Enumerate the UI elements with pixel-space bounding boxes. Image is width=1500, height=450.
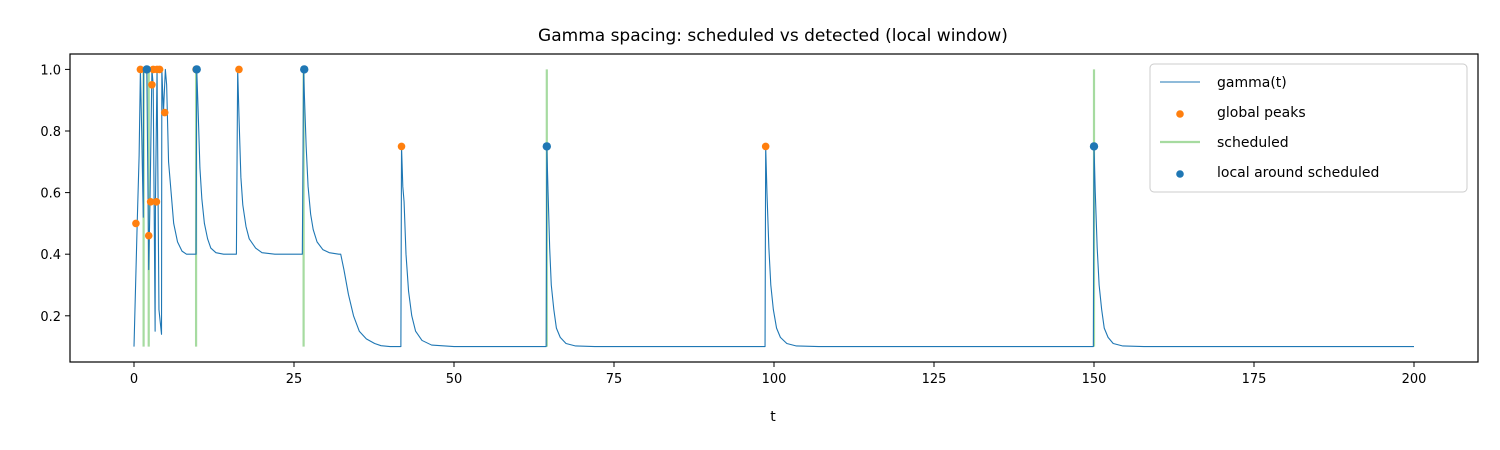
x-axis-label: t (770, 409, 776, 425)
chart-title: Gamma spacing: scheduled vs detected (lo… (538, 26, 1008, 46)
gamma-line (133, 68, 1414, 348)
global-peak-point (146, 198, 155, 206)
y-tick-label: 0.4 (40, 248, 61, 263)
global-peak-point (144, 231, 153, 240)
x-tick-label: 150 (1082, 372, 1107, 387)
y-tick-label: 1.0 (40, 63, 61, 78)
x-tick-label: 175 (1242, 372, 1267, 387)
legend: gamma(t) global peaks scheduled local aroun… (1149, 63, 1468, 193)
global-peak-point (148, 81, 156, 89)
x-tick-label: 100 (762, 372, 787, 387)
y-tick-label: 0.6 (40, 187, 61, 202)
legend-swatch (1176, 170, 1184, 178)
x-axis: 0 25 50 75 100 125 150 175 200 (130, 362, 1427, 387)
global-peak-point (152, 198, 161, 206)
legend-label: global peaks (1217, 105, 1306, 121)
x-tick-label: 125 (922, 372, 947, 387)
x-tick-label: 50 (446, 372, 463, 387)
y-tick-label: 0.8 (40, 125, 61, 140)
global-peak-point (235, 65, 243, 74)
x-tick-label: 200 (1402, 372, 1427, 387)
global-peak-point (761, 142, 770, 151)
global-peak-point (397, 142, 406, 151)
legend-box (1149, 63, 1468, 193)
x-tick-label: 75 (606, 372, 623, 387)
legend-label: gamma(t) (1217, 75, 1287, 91)
global-peak-point (160, 108, 169, 117)
legend-label: scheduled (1217, 135, 1289, 151)
x-tick-label: 0 (130, 372, 138, 387)
local-peak-point (192, 65, 201, 74)
local-peak-point (1089, 142, 1099, 151)
legend-swatch (1176, 110, 1184, 118)
x-tick-label: 25 (286, 372, 303, 387)
global-peak-point (136, 65, 145, 74)
y-axis: 0.2 0.4 0.6 0.8 1.0 (40, 63, 70, 325)
local-peak-point (300, 65, 309, 74)
global-peak-point (132, 219, 140, 228)
local-peak-point (142, 65, 151, 74)
local-peak-point (542, 142, 551, 151)
legend-label: local around scheduled (1217, 165, 1379, 181)
y-tick-label: 0.2 (40, 310, 61, 325)
global-peak-point (155, 65, 164, 74)
